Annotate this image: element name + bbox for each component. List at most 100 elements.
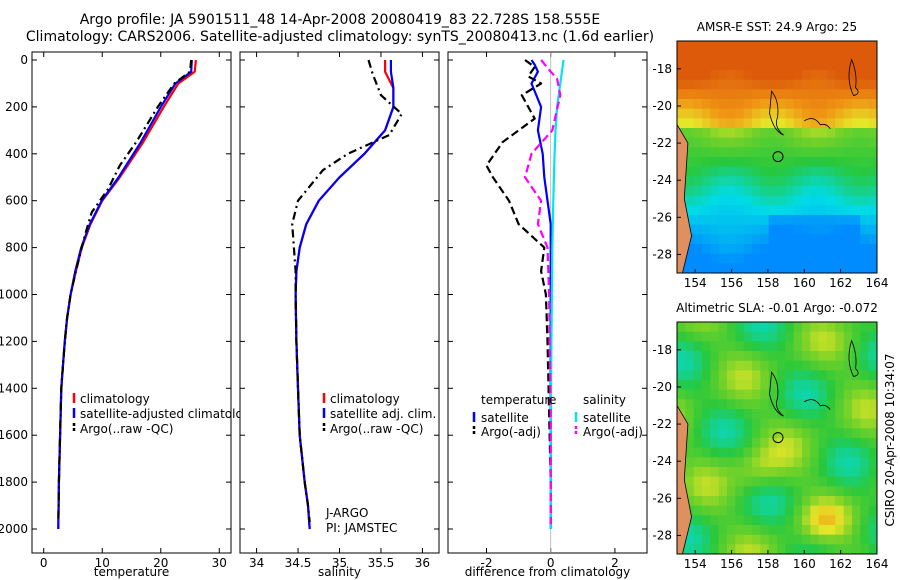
sla-map-cell	[677, 351, 686, 362]
sla-map-cell	[727, 380, 736, 391]
sst-map-cell	[702, 60, 711, 71]
sst-map-cell	[768, 263, 778, 273]
sla-map-cell	[852, 438, 861, 449]
sst-map-title: AMSR-E SST: 24.9 Argo: 25	[697, 20, 857, 34]
sla-map-cell	[702, 496, 711, 507]
sla-map-cell	[793, 389, 803, 400]
sla-map-cell	[760, 360, 770, 371]
sst-map-cell	[827, 157, 836, 168]
sst-map-cell	[835, 118, 845, 129]
sst-map-cell	[760, 137, 770, 148]
sst-map-cell	[677, 50, 686, 61]
sla-map-cell	[777, 438, 786, 449]
sla-map-cell	[685, 544, 695, 554]
sst-map-cell	[743, 195, 753, 206]
sst-map-cell	[785, 79, 795, 90]
sst-map-cell	[727, 79, 736, 90]
sst-map-cell	[835, 186, 845, 197]
sla-map-cell	[693, 389, 703, 400]
sla-map-cell	[710, 534, 720, 545]
sst-map-cell	[793, 244, 803, 255]
sst-map-cell	[677, 41, 686, 52]
sst-map-cell	[685, 89, 695, 100]
sla-map-cell	[718, 380, 728, 391]
sst-map-cell	[735, 244, 745, 255]
sst-map-cell	[702, 244, 711, 255]
sla-map-cell	[827, 525, 836, 536]
sst-map-cell	[710, 224, 720, 235]
sst-map-cell	[818, 70, 828, 81]
sla-map-lon-label: 162	[829, 557, 852, 571]
sst-map-cell	[718, 50, 728, 61]
sst-map-cell	[702, 118, 711, 129]
sst-map-cell	[710, 60, 720, 71]
sla-map-cell	[693, 467, 703, 478]
sla-map-cell	[843, 505, 853, 516]
sla-map-cell	[760, 438, 770, 449]
sst-map-cell	[768, 128, 778, 139]
sst-map-cell	[702, 166, 711, 177]
sst-map-lon-label: 164	[866, 276, 889, 290]
sla-map-cell	[693, 457, 703, 468]
sla-map-cell	[827, 486, 836, 497]
sst-map-cell	[852, 215, 861, 226]
sst-map-cell	[768, 137, 778, 148]
sla-map-cell	[735, 360, 745, 371]
sla-map-cell	[735, 351, 745, 362]
sst-map-cell	[735, 215, 745, 226]
sla-map-cell	[802, 534, 811, 545]
sla-map-cell	[727, 322, 736, 333]
sst-map-cell	[710, 99, 720, 110]
sst-map-cell	[810, 263, 820, 273]
sst-map-cell	[843, 157, 853, 168]
sst-map-cell	[860, 224, 870, 235]
sst-map-cell	[693, 186, 703, 197]
sst-map-cell	[760, 176, 770, 187]
difference-legend-label: Argo(-adj)	[583, 425, 643, 439]
sst-map-cell	[860, 108, 870, 119]
sst-map-cell	[818, 108, 828, 119]
sst-map-cell	[693, 253, 703, 264]
sst-map-cell	[843, 253, 853, 264]
sst-map-cell	[693, 108, 703, 119]
sst-map-cell	[827, 166, 836, 177]
sst-map-cell	[843, 234, 853, 245]
depth-tick-label: 400	[5, 147, 28, 161]
sla-map-cell	[785, 525, 795, 536]
sst-map-cell	[802, 186, 811, 197]
sst-map-cell	[693, 89, 703, 100]
depth-tick-label: 1200	[0, 334, 28, 348]
sla-map-cell	[702, 534, 711, 545]
sst-map-cell	[810, 244, 820, 255]
sla-map-cell	[760, 447, 770, 458]
sst-map-cell	[793, 263, 803, 273]
sst-map-cell	[760, 118, 770, 129]
sst-map-cell	[727, 118, 736, 129]
sst-map-cell	[785, 50, 795, 61]
sst-map-cell	[735, 224, 745, 235]
sst-map-cell	[702, 253, 711, 264]
sst-map-cell	[843, 128, 853, 139]
sst-map-cell	[827, 70, 836, 81]
sla-map-lat-label: -22	[652, 417, 672, 431]
sla-map-cell	[777, 370, 786, 381]
sst-map-cell	[710, 176, 720, 187]
sla-map-cell	[868, 457, 877, 468]
sla-map-cell	[827, 544, 836, 554]
sst-map-cell	[843, 186, 853, 197]
sst-map-cell	[818, 99, 828, 110]
sla-map-cell	[693, 370, 703, 381]
sst-map-cell	[693, 166, 703, 177]
sst-map-cell	[727, 205, 736, 216]
sla-map-cell	[735, 534, 745, 545]
sst-map-cell	[835, 244, 845, 255]
sst-map-cell	[818, 41, 828, 52]
sst-map-cell	[785, 263, 795, 273]
sst-map-cell	[743, 166, 753, 177]
sst-map-cell	[685, 157, 695, 168]
sla-map-cell	[852, 447, 861, 458]
sla-map-cell	[727, 544, 736, 554]
sst-map-cell	[768, 166, 778, 177]
sst-map-cell	[702, 70, 711, 81]
sst-map-cell	[760, 244, 770, 255]
